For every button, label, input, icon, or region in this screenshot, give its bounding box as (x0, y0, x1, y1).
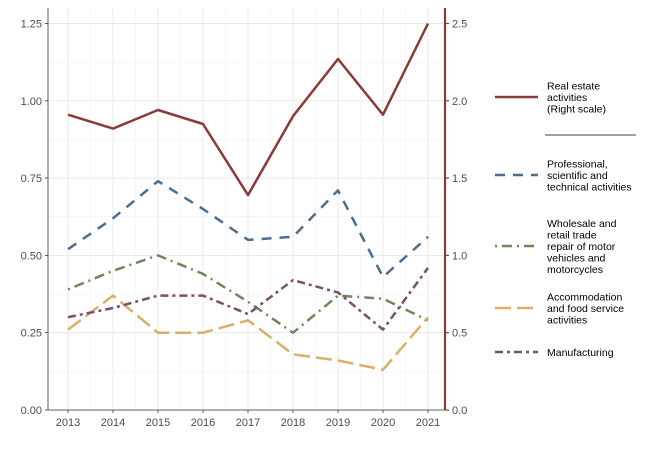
x-tick-label: 2017 (236, 417, 260, 429)
x-tick-label: 2013 (56, 417, 80, 429)
legend-label-3: and food service (547, 303, 624, 315)
plot-area (48, 8, 445, 410)
series-line-0 (67, 22, 430, 197)
x-tick-label: 2015 (146, 417, 170, 429)
x-tick-label: 2018 (281, 417, 305, 429)
left-tick-label: 0.50 (21, 250, 42, 262)
right-tick-label: 0.0 (452, 405, 467, 417)
legend-label-1: scientific and (547, 170, 608, 182)
x-tick-label: 2016 (191, 417, 215, 429)
right-tick-label: 2.0 (452, 96, 467, 108)
left-tick-label: 1.00 (21, 96, 42, 108)
right-tick-label: 1.5 (452, 173, 467, 185)
legend-label-2: repair of motor (547, 241, 616, 253)
legend-label-2: Wholesale and (547, 218, 617, 230)
left-tick-label: 1.25 (21, 18, 42, 30)
series-line-3 (67, 294, 429, 372)
legend-label-2: motorcycles (547, 264, 603, 276)
x-tick-label: 2014 (101, 417, 125, 429)
legend-label-3: activities (547, 315, 587, 327)
x-tick-label: 2019 (326, 417, 350, 429)
series-line-2 (67, 254, 429, 334)
series-line-4 (67, 267, 430, 331)
legend-label-0: activities (547, 92, 587, 104)
right-tick-label: 1.0 (452, 250, 467, 262)
legend-label-4: Manufacturing (547, 347, 614, 359)
legend-label-0: Real estate (547, 81, 600, 93)
legend-label-3: Accommodation (547, 292, 622, 304)
series-line-1 (67, 179, 429, 279)
x-tick-label: 2021 (416, 417, 440, 429)
legend-label-1: technical activities (547, 182, 632, 194)
legend-label-2: vehicles and (547, 253, 606, 265)
legend-label-0: (Right scale) (547, 104, 606, 116)
legend-label-1: Professional, (547, 159, 608, 171)
right-tick-label: 2.5 (452, 18, 467, 30)
right-tick-label: 0.5 (452, 328, 467, 340)
left-tick-label: 0.25 (21, 328, 42, 340)
left-tick-label: 0.00 (21, 405, 42, 417)
x-tick-label: 2020 (371, 417, 395, 429)
legend-label-2: retail trade (547, 230, 597, 242)
left-tick-label: 0.75 (21, 173, 42, 185)
